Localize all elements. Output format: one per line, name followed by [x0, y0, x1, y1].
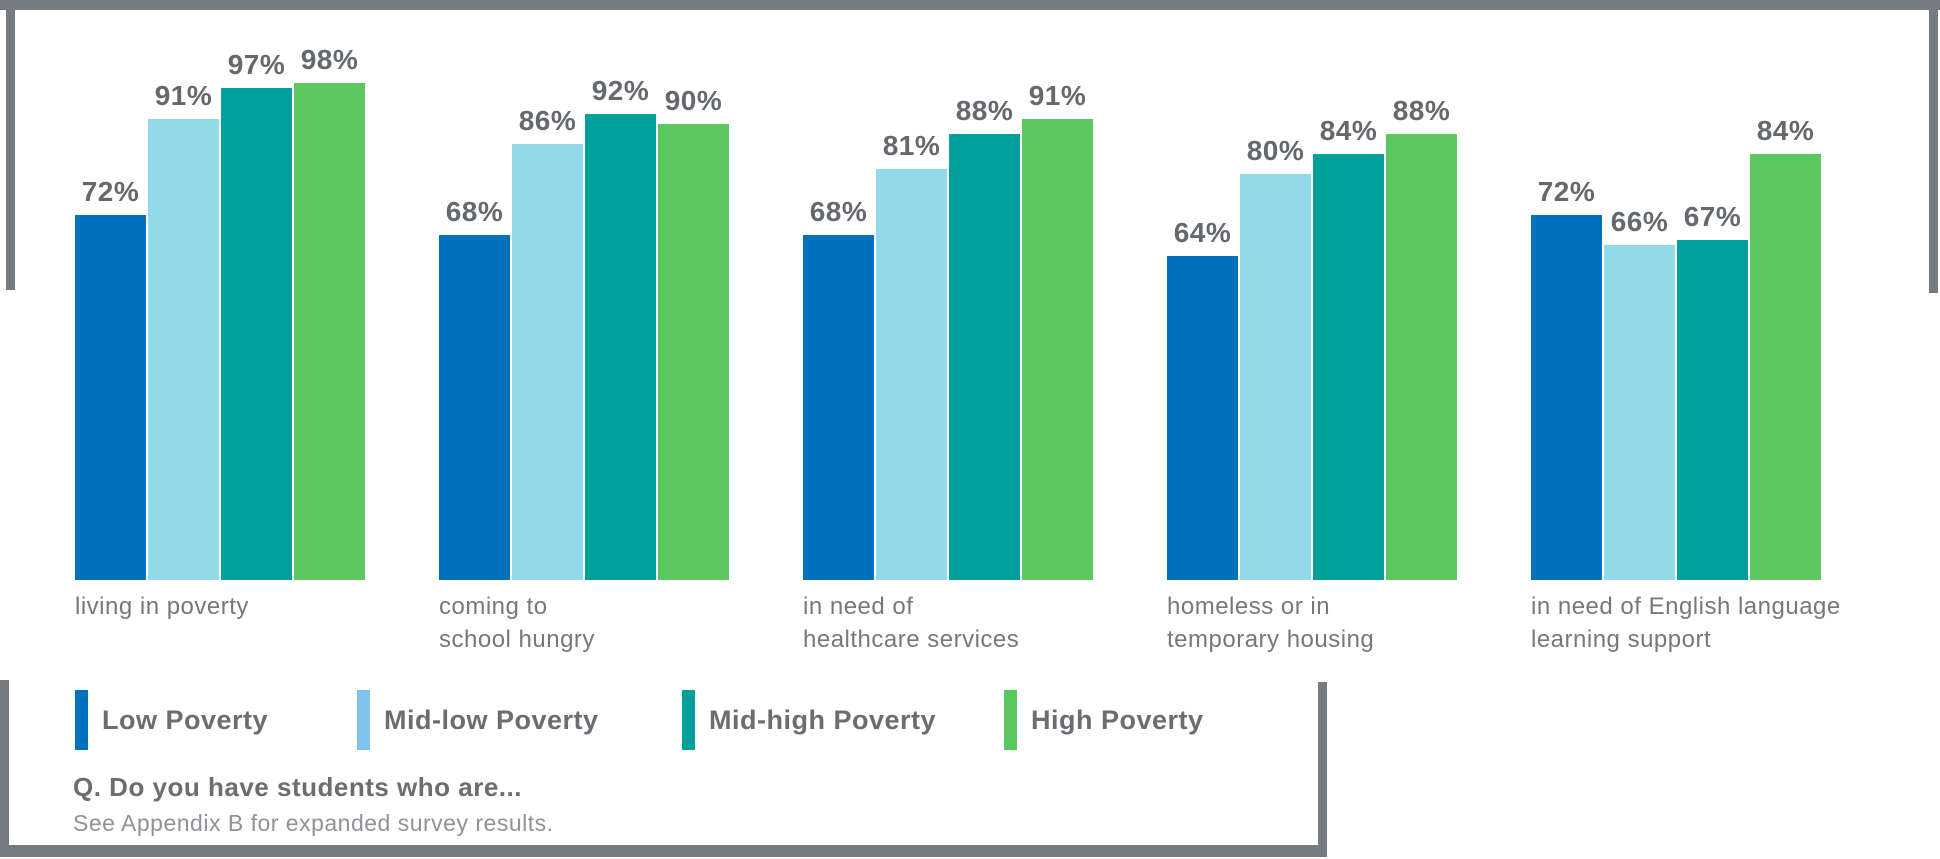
legend-label: Low Poverty [102, 704, 269, 735]
bar-mid-low-poverty [1604, 245, 1675, 580]
bar-mid-low-poverty [1240, 174, 1311, 580]
frame-right-border [1929, 10, 1938, 293]
bar-low-poverty [803, 235, 874, 580]
bar-value-label: 68% [445, 196, 504, 227]
bar-low-poverty [1531, 215, 1602, 580]
bar-value-label: 91% [1028, 80, 1087, 111]
bar-column: 66% [1604, 206, 1675, 580]
bar-column: 84% [1750, 115, 1821, 580]
bar-mid-high-poverty [585, 114, 656, 580]
legend-swatch [357, 690, 370, 750]
bar-value-label: 72% [1537, 176, 1596, 207]
bar-group: 64% 80% 84% 88% [1167, 40, 1457, 580]
bar-column: 86% [512, 105, 583, 580]
bar-value-label: 98% [300, 44, 359, 75]
bar-mid-low-poverty [876, 169, 947, 580]
bar-value-label: 80% [1246, 135, 1305, 166]
bar-column: 67% [1677, 201, 1748, 580]
legend-item-mid-high-poverty: Mid-high Poverty [682, 690, 936, 750]
bar-high-poverty [658, 124, 729, 580]
bar-value-label: 81% [882, 130, 941, 161]
appendix-note-text: See Appendix B for expanded survey resul… [73, 810, 554, 836]
bar-low-poverty [75, 215, 146, 580]
legend-swatch [75, 690, 88, 750]
bar-column: 91% [148, 80, 219, 580]
legend-label: High Poverty [1031, 704, 1204, 735]
bar-high-poverty [1750, 154, 1821, 580]
bar-mid-high-poverty [1313, 154, 1384, 580]
category-label: in need of English language learning sup… [1531, 593, 1841, 653]
category-label: in need of healthcare services [803, 593, 1020, 653]
bar-column: 90% [658, 85, 729, 580]
bar-value-label: 88% [955, 95, 1014, 126]
legend-swatch [1004, 690, 1017, 750]
category-label: coming to school hungry [439, 593, 595, 653]
bar-column: 88% [1386, 95, 1457, 580]
bar-low-poverty [1167, 256, 1238, 580]
bar-group: 72% 91% 97% 98% [75, 40, 365, 580]
bar-value-label: 84% [1319, 115, 1378, 146]
bar-high-poverty [1022, 119, 1093, 580]
bar-high-poverty [294, 83, 365, 580]
bar-value-label: 97% [227, 49, 286, 80]
bar-group: 72% 66% 67% 84% [1531, 40, 1821, 580]
frame-bottom-right-border [1318, 682, 1327, 845]
bar-value-label: 67% [1683, 201, 1742, 232]
bar-column: 72% [1531, 176, 1602, 580]
frame-top-border [0, 0, 1940, 10]
bar-column: 84% [1313, 115, 1384, 580]
bar-value-label: 72% [81, 176, 140, 207]
bar-column: 88% [949, 95, 1020, 580]
grouped-bar-chart: 72% 91% 97% 98% living in poverty 68% 86% 92% 90… [75, 40, 1840, 653]
bar-value-label: 88% [1392, 95, 1451, 126]
legend-label: Mid-low Poverty [384, 704, 599, 735]
bar-column: 72% [75, 176, 146, 580]
bar-column: 80% [1240, 135, 1311, 580]
bar-mid-high-poverty [221, 88, 292, 580]
category-label: homeless or in temporary housing [1167, 593, 1375, 653]
frame-left-border [6, 10, 15, 290]
survey-question-text: Q. Do you have students who are... [73, 772, 522, 802]
bar-mid-low-poverty [512, 144, 583, 580]
bar-mid-high-poverty [1677, 240, 1748, 580]
bar-low-poverty [439, 235, 510, 580]
bar-column: 68% [439, 196, 510, 580]
bar-value-label: 84% [1756, 115, 1815, 146]
bar-column: 64% [1167, 217, 1238, 580]
legend-item-mid-low-poverty: Mid-low Poverty [357, 690, 599, 750]
bar-column: 91% [1022, 80, 1093, 580]
bar-group: 68% 86% 92% 90% [439, 40, 729, 580]
legend-label: Mid-high Poverty [709, 704, 937, 735]
legend-item-high-poverty: High Poverty [1004, 690, 1204, 750]
bar-mid-low-poverty [148, 119, 219, 580]
bar-group: 68% 81% 88% 91% [803, 40, 1093, 580]
bar-value-label: 68% [809, 196, 868, 227]
bar-value-label: 86% [518, 105, 577, 136]
legend-swatch [682, 690, 695, 750]
bar-high-poverty [1386, 134, 1457, 580]
bar-column: 92% [585, 75, 656, 580]
bar-value-label: 92% [591, 75, 650, 106]
bar-value-label: 90% [664, 85, 723, 116]
category-label: living in poverty [75, 593, 249, 620]
bar-value-label: 64% [1173, 217, 1232, 248]
bar-value-label: 91% [154, 80, 213, 111]
legend-item-low-poverty: Low Poverty [75, 690, 268, 750]
bar-value-label: 66% [1610, 206, 1669, 237]
bar-column: 97% [221, 49, 292, 580]
bar-mid-high-poverty [949, 134, 1020, 580]
bar-column: 98% [294, 44, 365, 580]
frame-bottom-border [0, 845, 1327, 857]
frame-bottom-left-border [0, 680, 9, 845]
bar-column: 81% [876, 130, 947, 580]
bar-column: 68% [803, 196, 874, 580]
